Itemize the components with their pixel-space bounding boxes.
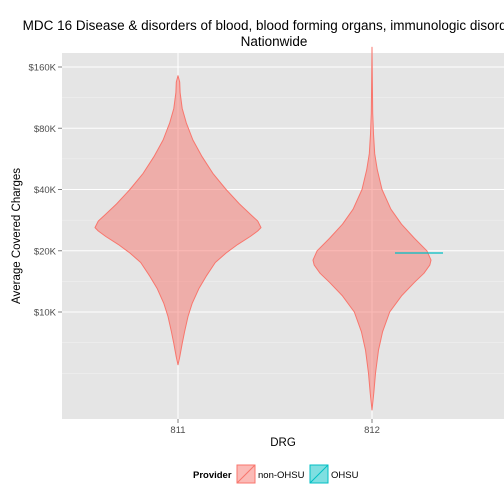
legend-key-ohsu-slash — [309, 464, 329, 484]
x-tick-label: 811 — [170, 425, 185, 436]
violins — [94, 46, 432, 411]
violin-811-non-ohsu — [94, 75, 262, 366]
y-axis-title: Average Covered Charges — [11, 168, 23, 304]
y-tick-label: $160K — [29, 63, 57, 74]
legend-label-non-ohsu: non-OHSU — [258, 470, 305, 481]
x-tick-label: 812 — [364, 425, 380, 436]
x-axis-title: DRG — [270, 437, 296, 449]
legend-label-ohsu: OHSU — [331, 470, 359, 481]
x-axis-ticks: 811 812 — [170, 419, 380, 436]
violin-812-non-ohsu — [312, 46, 432, 411]
y-tick-label: $40K — [34, 185, 57, 196]
y-tick-label: $80K — [34, 124, 57, 135]
y-tick-label: $20K — [34, 246, 57, 257]
chart-subtitle: Nationwide — [241, 34, 308, 49]
y-axis-ticks: $10K $20K $40K $80K $160K — [29, 63, 62, 319]
legend-title: Provider — [193, 470, 232, 481]
y-tick-label: $10K — [34, 308, 57, 319]
legend: Provider non-OHSU OHSU — [193, 464, 359, 484]
chart-title: MDC 16 Disease & disorders of blood, blo… — [23, 18, 504, 33]
legend-key-non-ohsu-slash — [236, 464, 256, 484]
